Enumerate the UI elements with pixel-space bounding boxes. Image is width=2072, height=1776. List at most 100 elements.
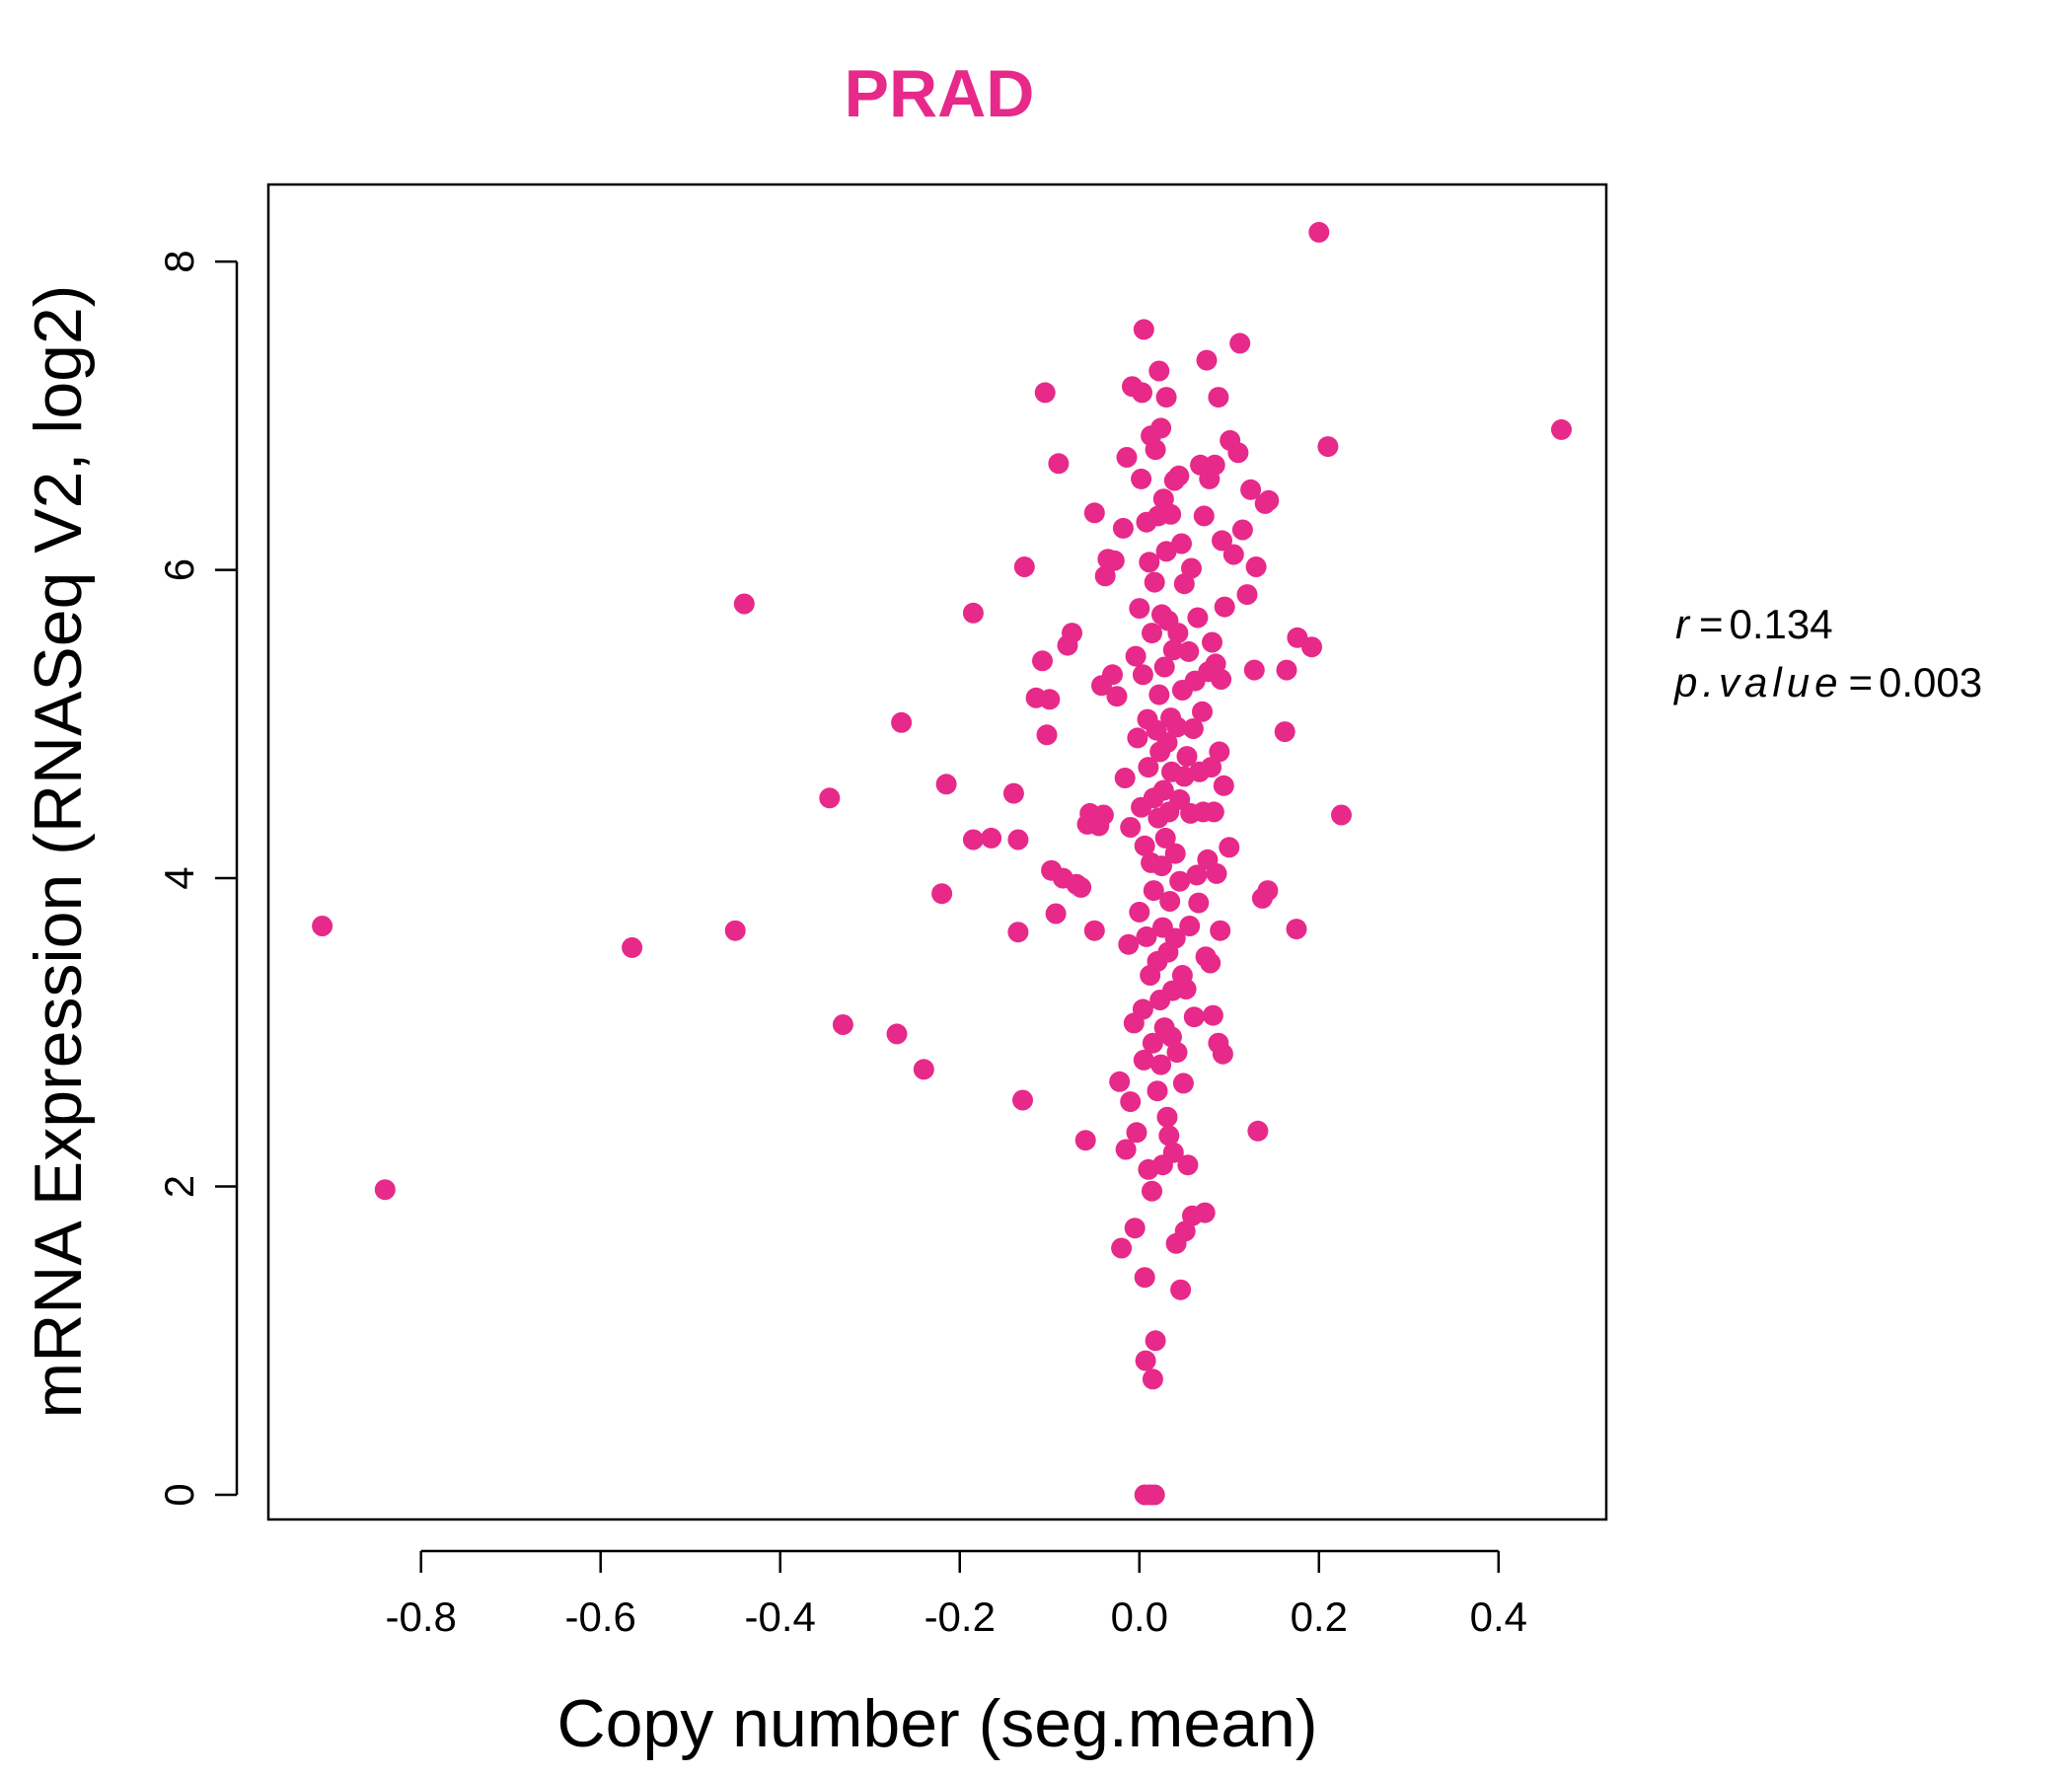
- data-point: [1039, 689, 1061, 710]
- data-point: [962, 829, 984, 851]
- data-point: [1132, 664, 1153, 686]
- data-point: [1276, 659, 1297, 681]
- data-point: [1074, 1130, 1096, 1151]
- data-point: [1258, 489, 1280, 511]
- data-point: [1167, 623, 1189, 644]
- data-point: [1231, 519, 1253, 541]
- r-stat: r = 0.134: [1675, 601, 1833, 647]
- plot-frame: [266, 183, 1608, 1521]
- data-point: [1135, 1350, 1156, 1371]
- data-point: [1209, 741, 1230, 763]
- y-axis-title: mRNA Expression (RNASeq V2, log2): [21, 285, 96, 1419]
- y-tick-label: 2: [156, 1175, 202, 1198]
- chart-title: PRAD: [845, 56, 1035, 131]
- data-point: [1154, 827, 1176, 849]
- data-point: [1155, 387, 1177, 408]
- data-point: [1106, 686, 1128, 707]
- data-point: [1182, 718, 1204, 739]
- data-point: [1115, 1139, 1137, 1160]
- data-point: [1227, 442, 1249, 464]
- x-tick-label: -0.6: [565, 1593, 636, 1640]
- data-point: [1196, 349, 1218, 371]
- data-point: [1112, 517, 1134, 539]
- y-axis: 0 2 4 6 8: [156, 250, 239, 1507]
- data-point: [1229, 333, 1251, 354]
- data-point: [1144, 1484, 1165, 1506]
- data-point: [622, 936, 643, 958]
- data-point: [1147, 1080, 1168, 1102]
- x-tick-label: 0.2: [1291, 1593, 1348, 1640]
- data-point: [1301, 636, 1322, 658]
- data-point: [1317, 436, 1339, 458]
- data-point: [1142, 1180, 1162, 1202]
- data-point: [1159, 891, 1181, 912]
- data-point: [1120, 1091, 1142, 1113]
- data-point: [1247, 1120, 1269, 1142]
- data-point: [1109, 1071, 1131, 1092]
- data-point: [1150, 1054, 1172, 1075]
- data-point: [1206, 862, 1227, 884]
- data-point: [1111, 1237, 1133, 1259]
- r-equals-sign: =: [1699, 601, 1724, 647]
- data-point: [374, 1179, 396, 1201]
- data-point: [1551, 418, 1572, 440]
- data-point: [1170, 1279, 1192, 1300]
- data-point: [981, 827, 1002, 849]
- data-point: [1178, 640, 1200, 662]
- data-point: [1162, 1142, 1184, 1163]
- data-point: [1134, 835, 1155, 856]
- data-point: [891, 711, 913, 733]
- data-point: [1071, 876, 1092, 898]
- data-point: [913, 1059, 934, 1080]
- data-point: [1286, 919, 1307, 940]
- x-tick-label: 0.0: [1111, 1593, 1168, 1640]
- data-point: [1116, 447, 1138, 468]
- data-point: [1186, 864, 1208, 886]
- data-point: [1142, 1369, 1163, 1390]
- x-tick-label: -0.2: [925, 1593, 996, 1640]
- data-point: [1236, 584, 1258, 606]
- data-point: [1202, 631, 1222, 653]
- data-point: [1148, 360, 1170, 382]
- data-point: [1274, 721, 1295, 743]
- data-point: [1151, 855, 1172, 877]
- data-point: [1094, 565, 1116, 587]
- data-point: [1126, 1122, 1147, 1144]
- data-point: [1175, 979, 1197, 999]
- data-point: [1007, 922, 1029, 943]
- x-axis-title: Copy number (seg.mean): [556, 1686, 1317, 1761]
- data-point: [1177, 1154, 1199, 1176]
- r-value: 0.134: [1730, 601, 1833, 647]
- data-point: [1144, 571, 1165, 593]
- data-point: [1012, 1089, 1033, 1111]
- data-point: [1201, 757, 1222, 778]
- correlation-stats: r = 0.134 p.value = 0.003: [1672, 601, 1982, 705]
- data-point: [1168, 465, 1190, 486]
- x-axis: -0.8 -0.6 -0.4 -0.2 0.0 0.2 0.4: [386, 1549, 1527, 1640]
- data-point: [1125, 645, 1147, 667]
- data-point: [1213, 775, 1234, 796]
- p-value-stat: p.value = 0.003: [1672, 659, 1982, 705]
- data-point: [1134, 1267, 1155, 1289]
- data-point: [1138, 757, 1159, 778]
- data-point: [1202, 1004, 1223, 1026]
- data-point: [1200, 952, 1221, 974]
- data-point: [1132, 999, 1153, 1020]
- data-point: [819, 787, 841, 809]
- y-tick-label: 0: [156, 1483, 202, 1506]
- data-point: [1127, 727, 1148, 749]
- data-point: [1188, 892, 1210, 914]
- data-point: [1152, 488, 1174, 510]
- data-point: [1153, 656, 1175, 678]
- data-point: [1114, 768, 1136, 788]
- data-point: [1002, 782, 1024, 804]
- data-point: [1156, 1106, 1178, 1128]
- data-point: [832, 1014, 853, 1035]
- data-point: [1032, 650, 1053, 672]
- data-point: [1179, 916, 1201, 936]
- data-point: [1124, 1218, 1146, 1239]
- data-point: [886, 1023, 908, 1045]
- data-point: [962, 602, 984, 624]
- data-point: [1132, 382, 1152, 404]
